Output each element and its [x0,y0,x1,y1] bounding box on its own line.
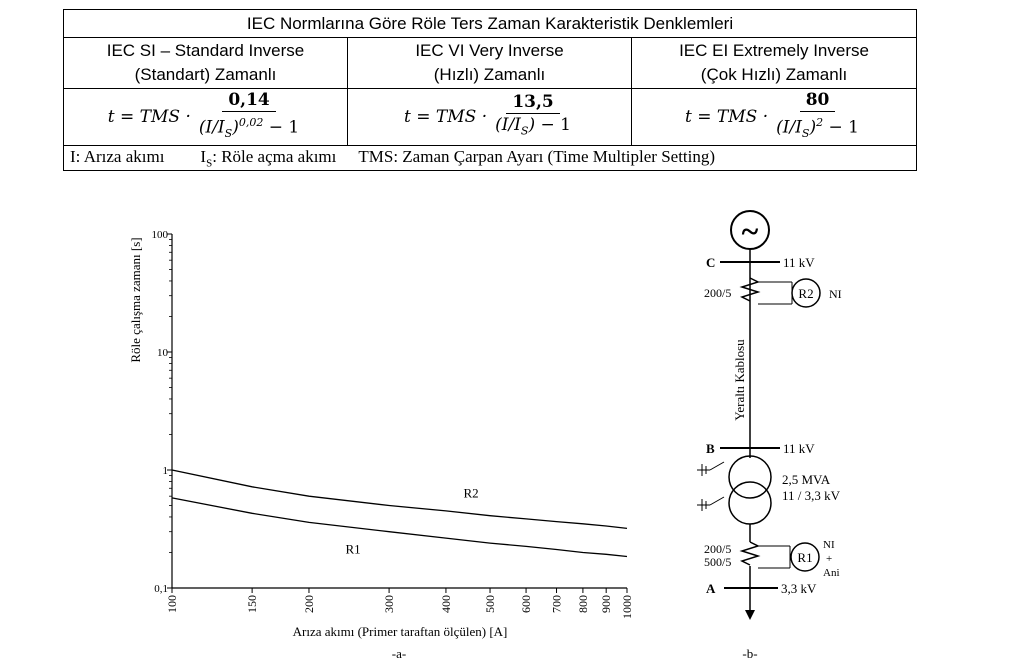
y-tick-label: 100 [152,229,169,241]
table-title: IEC Normlarına Göre Röle Ters Zaman Kara… [62,9,918,38]
note-tms: TMS: Zaman Çarpan Ayarı (Time Multipler … [358,146,716,166]
formula-prefix: t = TMS · [107,107,191,128]
y-tick-label: 0,1 [154,583,168,595]
curve-r2 [171,469,628,530]
note-fault-current: I: Arıza akımı [70,146,165,166]
chart-caption: -a- [392,646,406,661]
formula-vi-cell: t = TMS · 13,5 (I/IS) − 1 [347,87,632,147]
relay-r1-plus: + [826,553,832,565]
formula-vi-minus: − 1 [540,115,571,136]
x-tick-label: 150 [245,595,259,613]
formula-vi-denominator: (I/I [495,115,521,136]
relay-r1-instantaneous: Ani [823,567,840,579]
x-tick-label: 500 [483,595,497,613]
header-si: IEC SI – Standard Inverse (Standart) Zam… [63,37,348,89]
ct-r1-symbol [739,541,761,566]
bus-c-voltage: 11 kV [783,255,815,270]
y-tick-label: 1 [163,465,169,477]
relay-r1 [790,542,820,572]
formula-vi-numerator: 13,5 [506,91,560,115]
formula-si: t = TMS · 0,14 (I/IS)0,02 − 1 [108,89,303,145]
ct-r2-ratio: 200/5 [704,286,731,300]
single-line-diagram: ~ C 11 kV 200/5 R2 NI Yeraltı Kablosu B … [697,210,842,661]
formula-ei-den-tail: ) [809,117,817,138]
formula-prefix: t = TMS · [404,107,488,128]
series-label-r1: R1 [345,542,360,557]
formula-si-den-tail: ) [232,117,239,138]
header-ei-line1: IEC EI Extremely Inverse [679,41,869,60]
iec-equations-table: IEC Normlarına Göre Röle Ters Zaman Kara… [62,9,918,172]
formula-si-exponent: 0,02 [238,116,264,129]
cable-label: Yeraltı Kablosu [732,339,747,421]
formula-prefix: t = TMS · [685,107,769,128]
formula-si-minus: − 1 [268,117,300,138]
chart-axes: 0,1 1 10 100 100 150 200 300 400 500 600 700 800 900 1… [152,229,635,619]
ct-r1-ratio-2: 500/5 [704,555,731,569]
note-pickup-symbol: I [200,146,207,166]
y-axis-label: Röle çalışma zamanı [s] [128,237,143,362]
formula-vi-den-tail: ) [528,115,536,136]
header-vi-line2: (Hızlı) Zamanlı [433,65,546,84]
formula-si-cell: t = TMS · 0,14 (I/IS)0,02 − 1 [63,87,348,147]
formula-vi-subscript: S [520,124,529,138]
formula-si-denominator: (I/I [198,117,225,138]
header-ei: IEC EI Extremely Inverse (Çok Hızlı) Zam… [630,37,918,89]
bus-a-label: A [706,581,716,596]
header-vi-line1: IEC VI Very Inverse [415,41,564,60]
diagram-caption: -b- [742,646,757,661]
relay-r2-type: NI [829,287,842,301]
note-pickup-current: : Röle açma akımı [212,146,337,166]
transformer-ratio: 11 / 3,3 kV [782,488,841,503]
formula-ei-numerator: 80 [799,89,836,112]
relay-r1-label: R1 [797,550,812,565]
generator-icon: ~ [742,213,759,249]
bus-a-voltage: 3,3 kV [781,581,817,596]
header-ei-line2: (Çok Hızlı) Zamanlı [700,65,848,84]
y-tick-label: 10 [157,347,169,359]
x-tick-label: 600 [519,595,533,613]
header-vi: IEC VI Very Inverse (Hızlı) Zamanlı [347,37,632,89]
header-si-line2: (Standart) Zamanlı [134,65,277,84]
transformer-rating: 2,5 MVA [782,472,831,487]
ct-r2-symbol [739,277,761,302]
ct-r1-ratio-1: 200/5 [704,542,731,556]
bus-c-label: C [706,255,715,270]
bus-b-voltage: 11 kV [783,441,815,456]
note-pickup-subscript: S [206,157,213,170]
formula-si-subscript: S [224,127,233,141]
bus-b-label: B [706,441,715,456]
formula-ei-denominator: (I/I [776,117,802,138]
x-tick-label: 1000 [620,595,634,619]
x-tick-label: 800 [576,595,590,613]
x-tick-label: 900 [599,595,613,613]
formula-vi: t = TMS · 13,5 (I/IS) − 1 [404,91,575,142]
x-tick-label: 300 [382,595,396,613]
x-tick-label: 400 [439,595,453,613]
formula-ei-minus: − 1 [828,117,859,138]
chart-curves: R2 R1 [171,469,628,558]
x-tick-label: 100 [165,595,179,613]
formula-ei-cell: t = TMS · 80 (I/IS)2 − 1 [630,87,918,147]
series-label-r2: R2 [464,486,479,501]
table-note: I: Arıza akımı IS: Röle açma akımı TMS: Za… [62,145,918,172]
relay-r1-type: NI [823,539,835,551]
formula-ei-subscript: S [801,127,810,141]
curve-r1 [171,497,628,558]
formula-ei-exponent: 2 [816,116,824,129]
transformer-primary [728,455,772,499]
transformer-secondary [728,481,772,525]
x-tick-label: 700 [550,595,564,613]
x-axis-label: Arıza akımı (Primer taraftan ölçülen) [A… [293,624,508,639]
relay-r2-label: R2 [798,286,813,301]
formula-ei: t = TMS · 80 (I/IS)2 − 1 [685,89,863,145]
ground-icon [697,461,725,511]
x-tick-label: 200 [302,595,316,613]
relay-r2 [791,278,821,308]
arrow-down-icon [745,610,755,620]
header-si-line1: IEC SI – Standard Inverse [106,41,305,60]
formula-si-numerator: 0,14 [222,89,276,112]
